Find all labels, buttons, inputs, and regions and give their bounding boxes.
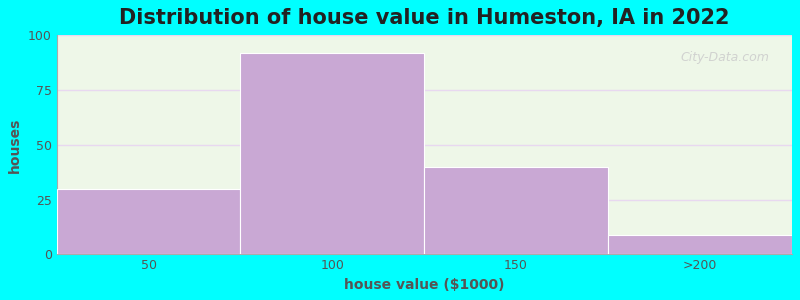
Title: Distribution of house value in Humeston, IA in 2022: Distribution of house value in Humeston,… [119, 8, 730, 28]
X-axis label: house value ($1000): house value ($1000) [344, 278, 504, 292]
Text: City-Data.com: City-Data.com [681, 51, 770, 64]
Bar [240, 53, 424, 254]
Bar [424, 167, 608, 254]
Bar [608, 235, 792, 254]
Bar [57, 189, 240, 254]
Y-axis label: houses: houses [8, 117, 22, 172]
